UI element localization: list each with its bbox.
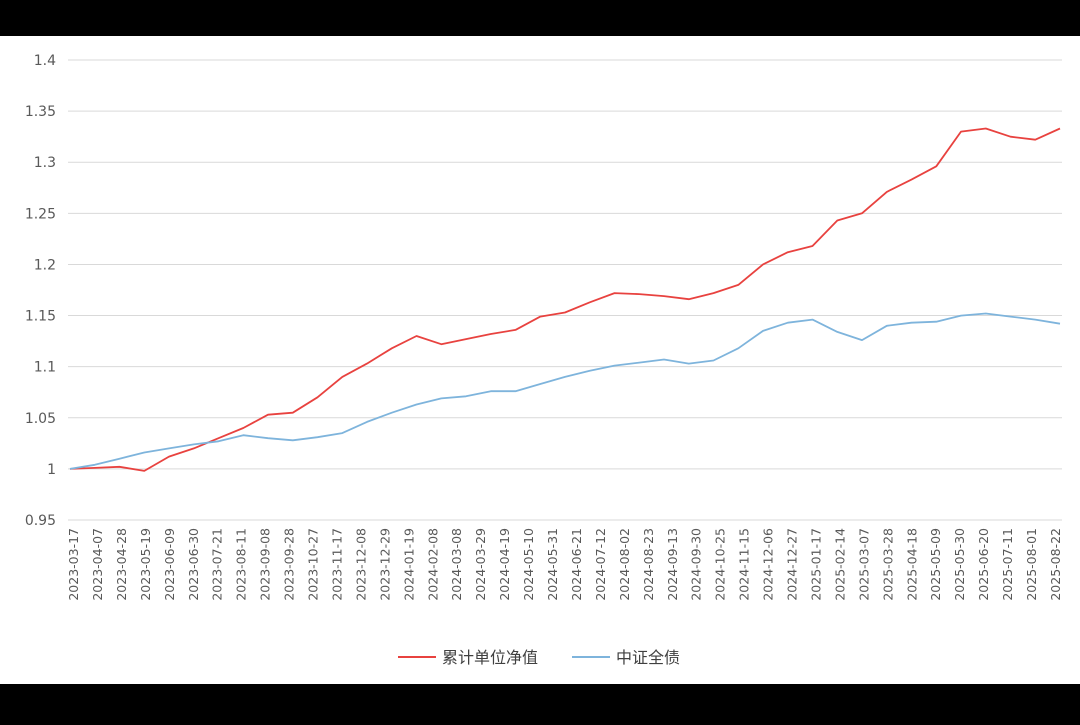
y-tick-label: 0.95 — [25, 513, 56, 529]
x-tick-label: 2024-04-19 — [497, 528, 512, 601]
legend: 累计单位净值 中证全债 — [398, 648, 680, 667]
x-tick-label: 2025-03-28 — [880, 528, 895, 601]
x-tick-label: 2025-08-01 — [1024, 528, 1039, 601]
x-tick-label: 2025-05-30 — [952, 528, 967, 601]
y-tick-label: 1.4 — [34, 53, 56, 69]
x-tick-label: 2023-11-17 — [329, 528, 344, 601]
x-tick-label: 2023-04-28 — [114, 528, 129, 601]
gridlines — [68, 59, 1062, 521]
y-tick-label: 1.15 — [25, 309, 56, 325]
x-tick-label: 2023-06-09 — [162, 528, 177, 601]
x-tick-label: 2023-04-07 — [90, 528, 105, 601]
x-tick-label: 2023-05-19 — [138, 528, 153, 601]
y-axis-ticks: 1.4 1.35 1.3 1.25 1.2 1.15 1.1 1.05 1 0.95 — [25, 53, 56, 529]
x-tick-label: 2023-12-08 — [353, 528, 368, 601]
series-line-bond-index — [69, 312, 1061, 470]
y-tick-label: 1.05 — [25, 411, 56, 427]
x-tick-label: 2024-09-30 — [689, 528, 704, 601]
x-tick-label: 2024-03-08 — [449, 528, 464, 601]
chart-frame: 1.4 1.35 1.3 1.25 1.2 1.15 1.1 1.05 1 0.95 2023-0… — [0, 36, 1080, 684]
legend-label: 累计单位净值 — [442, 648, 538, 667]
series-lines — [69, 127, 1061, 472]
series-line-nav — [69, 127, 1061, 472]
x-tick-label: 2024-01-19 — [401, 528, 416, 601]
x-tick-label: 2023-03-17 — [66, 528, 81, 601]
x-tick-label: 2024-12-06 — [761, 528, 776, 601]
y-tick-label: 1.1 — [34, 360, 56, 376]
y-tick-label: 1.35 — [25, 104, 56, 120]
x-tick-label: 2025-03-07 — [856, 528, 871, 601]
x-tick-label: 2025-02-14 — [832, 528, 847, 601]
x-tick-label: 2024-05-10 — [521, 528, 536, 601]
x-tick-label: 2024-06-21 — [569, 528, 584, 601]
y-tick-label: 1.25 — [25, 206, 56, 222]
x-tick-label: 2024-02-08 — [425, 528, 440, 601]
x-tick-label: 2024-12-27 — [785, 528, 800, 601]
x-tick-label: 2024-08-02 — [617, 528, 632, 601]
x-tick-label: 2023-12-29 — [377, 528, 392, 601]
x-tick-label: 2024-11-15 — [737, 528, 752, 601]
x-tick-label: 2025-06-20 — [976, 528, 991, 601]
y-tick-label: 1.2 — [34, 257, 56, 273]
x-axis-ticks: 2023-03-17 2023-04-07 2023-04-28 2023-05-19… — [66, 528, 1063, 601]
y-tick-label: 1.3 — [34, 155, 56, 171]
x-tick-label: 2025-05-09 — [928, 528, 943, 601]
x-tick-label: 2023-10-27 — [306, 528, 321, 601]
x-tick-label: 2024-10-25 — [713, 528, 728, 601]
x-tick-label: 2025-04-18 — [904, 528, 919, 601]
x-tick-label: 2024-03-29 — [473, 528, 488, 601]
x-tick-label: 2024-07-12 — [593, 528, 608, 601]
line-chart: 1.4 1.35 1.3 1.25 1.2 1.15 1.1 1.05 1 0.95 2023-0… — [25, 53, 1063, 667]
y-tick-label: 1 — [47, 462, 56, 478]
x-tick-label: 2024-05-31 — [545, 528, 560, 601]
x-tick-label: 2023-08-11 — [234, 528, 249, 601]
x-tick-label: 2023-07-21 — [210, 528, 225, 601]
x-tick-label: 2023-09-08 — [258, 528, 273, 601]
x-tick-label: 2025-01-17 — [808, 528, 823, 601]
legend-label: 中证全债 — [616, 648, 680, 667]
x-tick-label: 2023-06-30 — [186, 528, 201, 601]
x-tick-label: 2024-09-13 — [665, 528, 680, 601]
x-tick-label: 2025-07-11 — [1000, 528, 1015, 601]
x-tick-label: 2023-09-28 — [282, 528, 297, 601]
x-tick-label: 2024-08-23 — [641, 528, 656, 601]
x-tick-label: 2025-08-22 — [1048, 528, 1063, 601]
